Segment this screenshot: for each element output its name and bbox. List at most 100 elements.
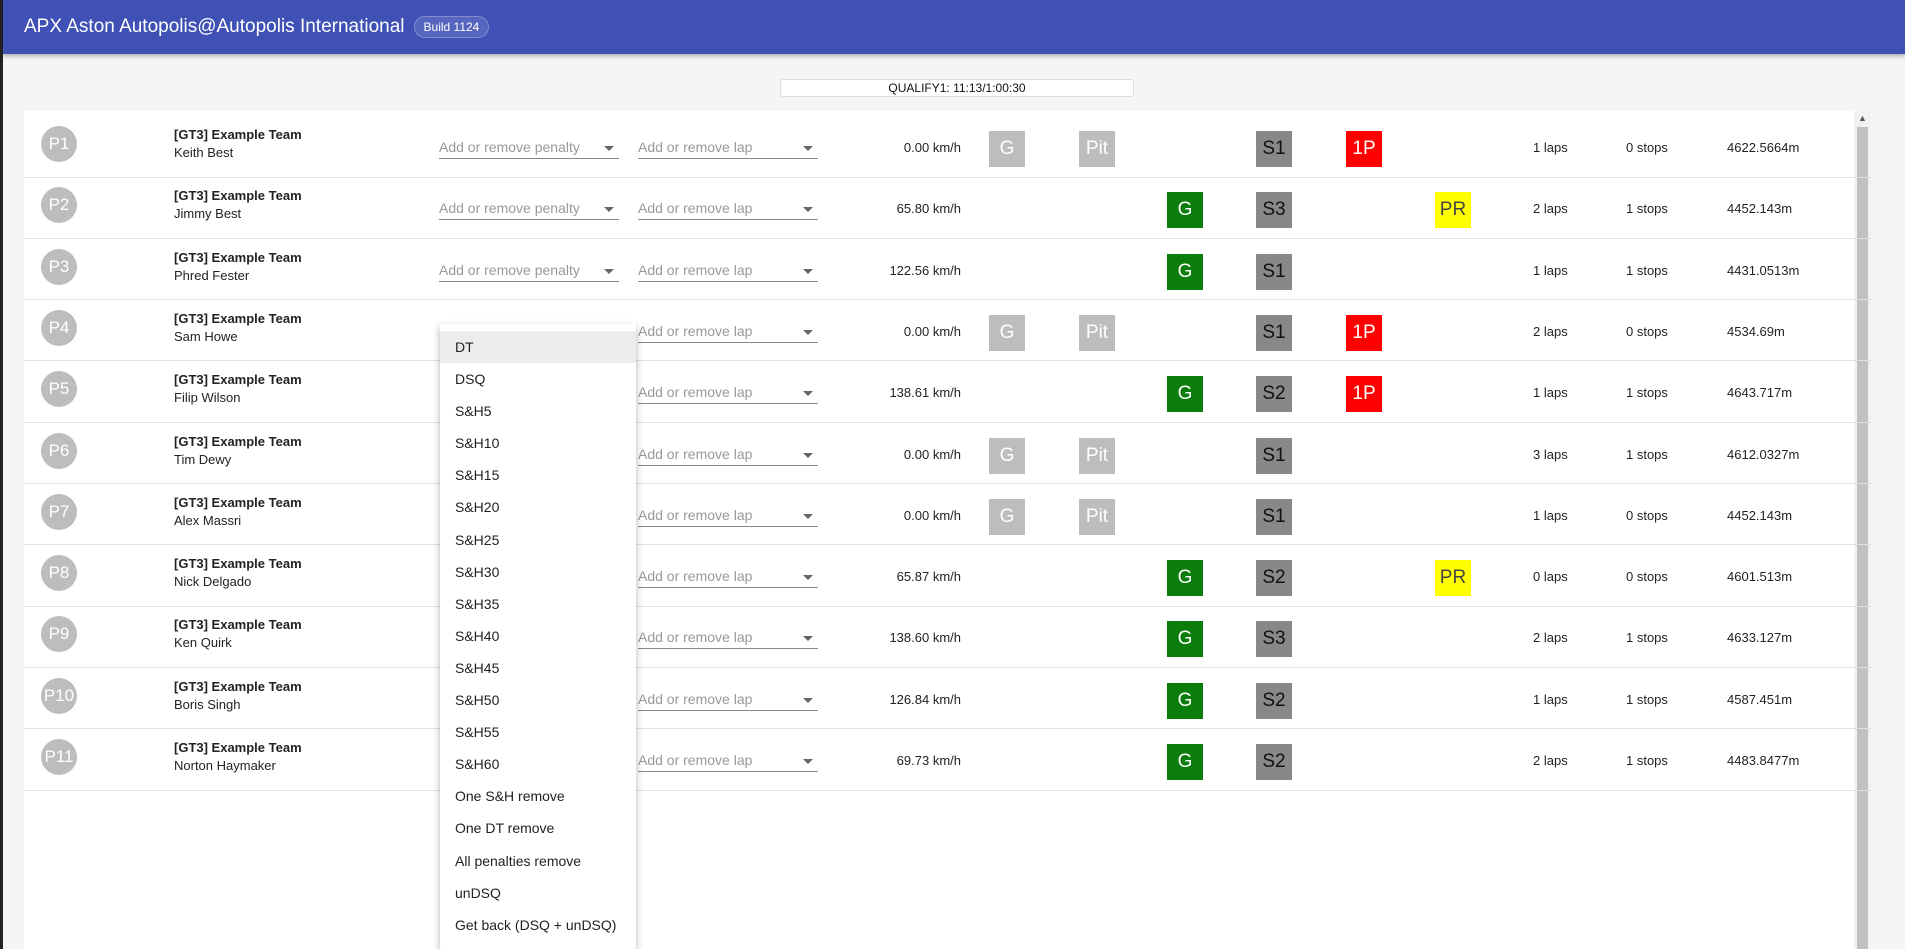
position-badge: P2 — [41, 187, 77, 224]
speed-value: 65.80 km/h — [896, 201, 961, 217]
lap-select-placeholder: Add or remove lap — [638, 752, 753, 768]
driver-name: Alex Massri — [174, 512, 242, 528]
penalty-menu-item[interactable]: S&H5 — [455, 403, 492, 420]
stops-count: 1 stops — [1626, 446, 1668, 462]
penalty-menu-item[interactable]: All penalties remove — [455, 852, 582, 869]
lap-select[interactable]: Add or remove lap — [638, 503, 818, 527]
distance-value: 4534.69m — [1727, 323, 1785, 339]
penalty-select[interactable]: Add or remove penalty — [439, 258, 619, 282]
driver-name: Tim Dewy — [174, 451, 232, 467]
team-name: [GT3] Example Team — [174, 433, 302, 449]
sector-badge: S1 — [1256, 437, 1292, 474]
penalty-menu-item[interactable]: DSQ — [455, 371, 486, 388]
speed-value: 0.00 km/h — [903, 323, 961, 339]
penalty-menu-item[interactable]: S&H35 — [455, 595, 500, 612]
stops-count: 1 stops — [1626, 262, 1668, 278]
penalty-menu-item[interactable]: Get back (DSQ + unDSQ) — [455, 916, 617, 933]
lap-select[interactable]: Add or remove lap — [638, 442, 818, 466]
penalty-dropdown-menu: DT DSQ S&H5 S&H10 S&H15 S&H20 S&H25 S&H30 S&H35 S… — [440, 324, 636, 949]
stops-count: 0 stops — [1626, 569, 1668, 585]
lap-select-placeholder: Add or remove lap — [638, 445, 753, 462]
lap-select[interactable]: Add or remove lap — [638, 380, 818, 405]
penalty-menu-item[interactable]: S&H60 — [455, 756, 500, 773]
penalty-menu-item[interactable]: unDSQ — [455, 884, 501, 901]
stops-count: 1 stops — [1626, 753, 1668, 768]
green-flag-badge: G — [1167, 253, 1203, 290]
penalty-menu-item[interactable]: S&H40 — [455, 627, 500, 644]
penalty-menu-item[interactable]: S&H10 — [455, 435, 500, 452]
green-flag-badge: G — [1167, 376, 1203, 413]
table-scrollbar[interactable]: ▲ — [1854, 111, 1871, 949]
lap-select[interactable]: Add or remove lap — [638, 196, 818, 221]
lap-select-placeholder: Add or remove lap — [638, 322, 753, 339]
table-row: P10 [GT3] Example Team Boris Singh Add or r… — [24, 655, 1871, 730]
chevron-down-icon[interactable] — [803, 636, 813, 642]
chevron-down-icon[interactable] — [803, 575, 813, 581]
lap-select[interactable]: Add or remove lap — [638, 625, 818, 650]
chevron-down-icon[interactable] — [803, 697, 813, 703]
penalty-select-placeholder: Add or remove penalty — [439, 200, 580, 217]
laps-count: 1 laps — [1533, 262, 1568, 278]
pit-badge: Pit — [1079, 437, 1115, 474]
speed-value: 138.60 km/h — [889, 630, 961, 646]
chevron-down-icon[interactable] — [803, 513, 813, 519]
scroll-up-icon[interactable]: ▲ — [1858, 113, 1867, 123]
speed-value: 0.00 km/h — [903, 140, 961, 155]
speed-value: 65.87 km/h — [896, 569, 961, 585]
speed-value: 69.73 km/h — [896, 753, 961, 768]
distance-value: 4587.451m — [1727, 691, 1793, 707]
driver-name: Norton Haymaker — [174, 758, 276, 773]
chevron-down-icon[interactable] — [803, 207, 813, 213]
session-status: QUALIFY1: 11:13/1:00:30 — [780, 79, 1134, 97]
penalty-menu-item[interactable]: One DT remove — [455, 820, 555, 837]
penalty-menu-item[interactable]: S&H25 — [455, 531, 500, 548]
table-row: P1 [GT3] Example Team Keith Best Add or rem… — [24, 111, 1871, 178]
build-badge: Build 1124 — [413, 16, 490, 38]
lap-select[interactable]: Add or remove lap — [638, 564, 818, 589]
table-row: P11 [GT3] Example Team Norton Haymaker Add … — [24, 716, 1871, 791]
penalty-menu-item[interactable]: S&H30 — [455, 563, 500, 580]
lap-select[interactable]: Add or remove lap — [638, 748, 818, 772]
speed-value: 126.84 km/h — [889, 691, 961, 707]
one-penalty-badge: 1P — [1346, 131, 1382, 167]
stops-count: 0 stops — [1626, 323, 1668, 339]
team-name: [GT3] Example Team — [174, 740, 302, 755]
penalty-select[interactable]: Add or remove penalty — [439, 196, 619, 221]
lap-select[interactable]: Add or remove lap — [638, 135, 818, 159]
laps-count: 1 laps — [1533, 140, 1568, 155]
lap-select[interactable]: Add or remove lap — [638, 258, 818, 282]
chevron-down-icon[interactable] — [803, 329, 813, 335]
chevron-down-icon[interactable] — [803, 268, 813, 274]
team-name: [GT3] Example Team — [174, 617, 302, 633]
penalty-menu-item[interactable]: S&H15 — [455, 467, 500, 484]
penalty-menu-item[interactable]: S&H50 — [455, 692, 500, 709]
chevron-down-icon[interactable] — [803, 759, 813, 764]
table-row: P5 [GT3] Example Team Filip Wilson Add or r… — [24, 348, 1871, 423]
position-badge: P3 — [41, 248, 77, 285]
table-row: P3 [GT3] Example Team Phred Fester Add or r… — [24, 226, 1871, 301]
chevron-down-icon[interactable] — [604, 146, 614, 151]
speed-value: 0.00 km/h — [903, 446, 961, 462]
penalty-menu-item[interactable]: S&H20 — [455, 499, 500, 516]
team-name: [GT3] Example Team — [174, 310, 302, 326]
laps-count: 2 laps — [1533, 630, 1568, 646]
chevron-down-icon[interactable] — [803, 391, 813, 397]
penalty-menu-item[interactable]: S&H55 — [455, 724, 500, 741]
chevron-down-icon[interactable] — [604, 207, 614, 213]
driver-name: Sam Howe — [174, 328, 238, 344]
scrollbar-thumb[interactable] — [1857, 127, 1868, 949]
chevron-down-icon[interactable] — [803, 146, 813, 151]
sector-badge: S2 — [1256, 744, 1292, 780]
penalty-select[interactable]: Add or remove penalty — [439, 135, 619, 159]
lap-select[interactable]: Add or remove lap — [638, 319, 818, 343]
lap-select[interactable]: Add or remove lap — [638, 687, 818, 711]
distance-value: 4452.143m — [1727, 201, 1793, 217]
penalty-menu-item[interactable]: S&H45 — [455, 659, 500, 676]
penalty-menu-item[interactable]: DT — [440, 331, 636, 364]
app-title: APX Aston Autopolis@Autopolis Internatio… — [24, 16, 405, 37]
chevron-down-icon[interactable] — [604, 268, 614, 274]
green-flag-badge-inactive: G — [989, 314, 1025, 351]
penalty-menu-item[interactable]: One S&H remove — [455, 788, 565, 805]
sector-badge: S1 — [1256, 131, 1292, 167]
chevron-down-icon[interactable] — [803, 452, 813, 458]
